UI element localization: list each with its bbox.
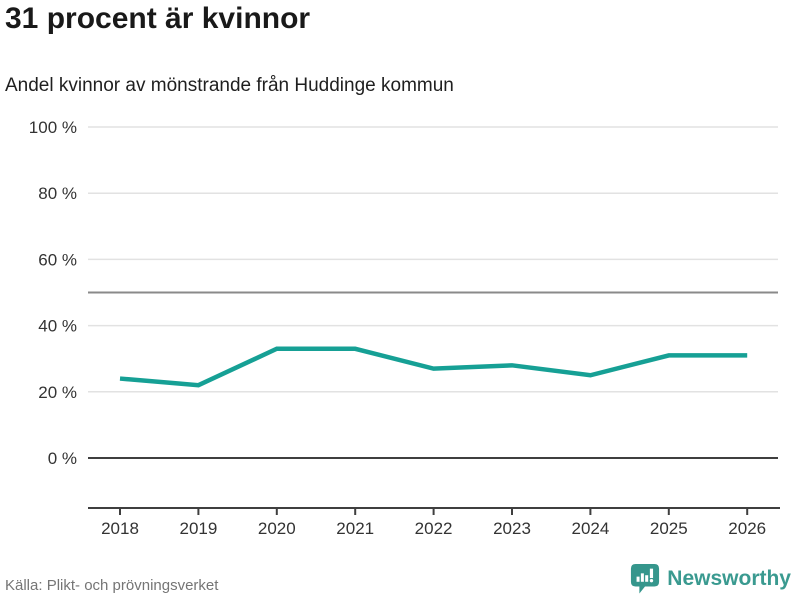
x-tick-label: 2021 (336, 519, 374, 538)
brand-name: Newsworthy (667, 566, 791, 590)
line-chart: 0 % 20 % 40 % 60 % 80 % 100 % 2018 2019 2020 2021… (29, 118, 780, 538)
y-tick-label: 80 % (38, 184, 77, 203)
x-tick-label: 2024 (571, 519, 609, 538)
y-tick-label: 100 % (29, 118, 77, 137)
brand-logo: Newsworthy (630, 563, 791, 594)
page-title: 31 procent är kvinnor (5, 2, 311, 35)
x-tick-label: 2023 (493, 519, 531, 538)
source-note: Källa: Plikt- och prövningsverket (5, 577, 219, 594)
x-tick-label: 2025 (650, 519, 688, 538)
data-series-line (119, 346, 748, 388)
y-tick-label: 20 % (38, 383, 77, 402)
y-tick-label: 40 % (38, 317, 77, 336)
x-tick-label: 2018 (101, 519, 139, 538)
x-tick-label: 2022 (415, 519, 453, 538)
y-tick-label: 60 % (38, 250, 77, 269)
x-tick-label: 2026 (728, 519, 766, 538)
x-tick-label: 2019 (179, 519, 217, 538)
chart-subtitle: Andel kvinnor av mönstrande från Hudding… (5, 75, 454, 96)
y-tick-label: 0 % (48, 449, 77, 468)
x-tick-label: 2020 (258, 519, 296, 538)
newsworthy-logo-icon (631, 563, 660, 594)
